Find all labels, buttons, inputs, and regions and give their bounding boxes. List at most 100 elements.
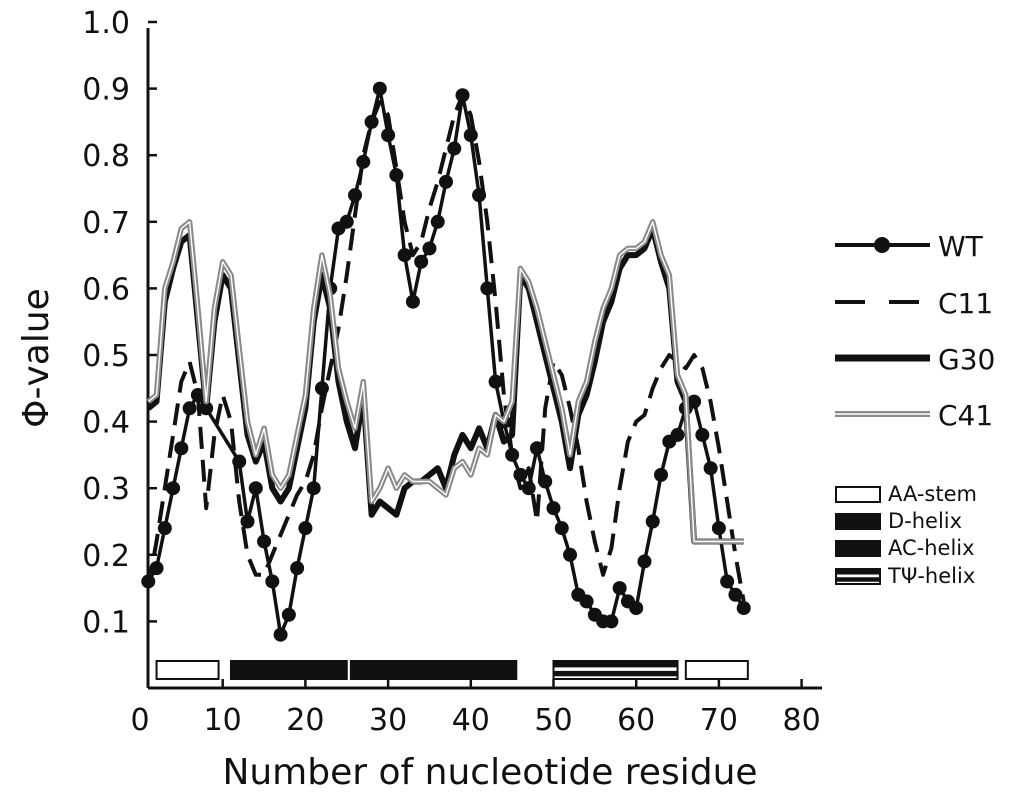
wt-point	[463, 128, 478, 143]
region-legend-swatch	[835, 540, 881, 557]
wt-point	[447, 141, 462, 156]
region-box	[835, 513, 881, 530]
wt-point	[281, 607, 296, 622]
wt-point	[438, 174, 453, 189]
y-tick-label: 0.5	[82, 339, 130, 374]
wt-point	[579, 594, 594, 609]
wt-point	[546, 501, 561, 516]
wt-point	[232, 454, 247, 469]
x-tick-label: 40	[452, 703, 490, 738]
y-tick-label: 0.9	[82, 73, 130, 108]
x-tick-label: 10	[204, 703, 242, 738]
wt-point	[505, 447, 520, 462]
region-bar-d-helix	[229, 660, 348, 680]
wt-point	[521, 481, 536, 496]
region-legend-swatch	[835, 568, 881, 585]
wt-point	[612, 581, 627, 596]
wt-point	[711, 521, 726, 536]
wt-point	[397, 248, 412, 263]
wt-point	[306, 481, 321, 496]
region-box	[349, 660, 518, 680]
wt-point	[720, 574, 735, 589]
wt-point	[356, 154, 371, 169]
x-tick-label: 30	[369, 703, 407, 738]
legend-marker	[874, 237, 890, 253]
region-bar-t-helix	[552, 660, 679, 680]
x-axis-ticks: 0 10 20 30 40 50 60 70 80	[130, 679, 821, 738]
wt-point	[414, 254, 429, 269]
wt-point	[372, 81, 387, 96]
wt-point	[455, 88, 470, 103]
wt-point	[472, 188, 487, 203]
series-layer	[141, 81, 751, 642]
region-legend-label: AC-helix	[888, 536, 975, 560]
y-tick-label: 1.0	[82, 6, 130, 41]
y-tick-label: 0.7	[82, 206, 130, 241]
wt-point	[248, 481, 263, 496]
wt-point	[554, 521, 569, 536]
region-box	[155, 660, 220, 680]
region-legend-swatch	[835, 513, 881, 530]
wt-point	[604, 614, 619, 629]
region-stripe	[554, 662, 677, 668]
wt-point	[728, 587, 743, 602]
region-legend-label: AA-stem	[888, 482, 977, 506]
wt-point	[422, 241, 437, 256]
wt-point	[240, 514, 255, 529]
wt-point	[265, 574, 280, 589]
y-axis-ticks: 0.1 0.2 0.3 0.4 0.5 0.6 0.7 0.8 0.9 1.0	[82, 6, 157, 640]
legend-label: C11	[938, 287, 993, 320]
wt-point	[166, 481, 181, 496]
wt-point	[670, 427, 685, 442]
legend-item-c41: C41	[835, 399, 993, 432]
wt-point	[157, 521, 172, 536]
wt-point	[645, 514, 660, 529]
wt-point	[405, 294, 420, 309]
region-stripe	[837, 577, 879, 582]
region-legend: AA-stem D-helix AC-helix TΨ-helix	[835, 482, 977, 588]
wt-point	[654, 467, 669, 482]
series-c11	[146, 93, 746, 602]
x-tick-label: 20	[286, 703, 324, 738]
y-tick-label: 0.3	[82, 472, 130, 507]
x-tick-label: 50	[534, 703, 572, 738]
wt-point	[257, 534, 272, 549]
x-tick-label: 60	[617, 703, 655, 738]
wt-point	[389, 168, 404, 183]
wt-point	[687, 394, 702, 409]
region-legend-label: D-helix	[888, 509, 962, 533]
y-tick-label: 0.2	[82, 539, 130, 574]
wt-point	[480, 281, 495, 296]
wt-point	[381, 128, 396, 143]
series-line	[146, 86, 746, 637]
legend-label: WT	[938, 230, 984, 263]
wt-point	[182, 401, 197, 416]
wt-point	[298, 521, 313, 536]
x-tick-label: 80	[783, 703, 821, 738]
wt-point	[529, 441, 544, 456]
wt-point	[364, 114, 379, 129]
region-box	[684, 660, 749, 680]
region-bar-ac-helix	[349, 660, 518, 680]
region-legend-item: TΨ-helix	[835, 564, 975, 588]
legend-item-wt: WT	[835, 230, 984, 263]
wt-point	[149, 561, 164, 576]
wt-point	[488, 374, 503, 389]
x-tick-label: 0	[130, 703, 149, 738]
series-c41	[146, 219, 744, 545]
region-legend-item: AA-stem	[835, 482, 977, 506]
wt-point	[141, 574, 156, 589]
y-tick-label: 0.1	[82, 605, 130, 640]
region-box	[229, 660, 348, 680]
y-tick-label: 0.8	[82, 139, 130, 174]
y-tick-label: 0.6	[82, 272, 130, 307]
region-stripe	[554, 670, 677, 677]
region-box	[835, 540, 881, 557]
wt-point	[563, 547, 578, 562]
wt-point	[314, 381, 329, 396]
wt-point	[637, 554, 652, 569]
legend: WT C11 G30 C41	[835, 230, 995, 432]
wt-point	[430, 214, 445, 229]
wt-point	[695, 427, 710, 442]
